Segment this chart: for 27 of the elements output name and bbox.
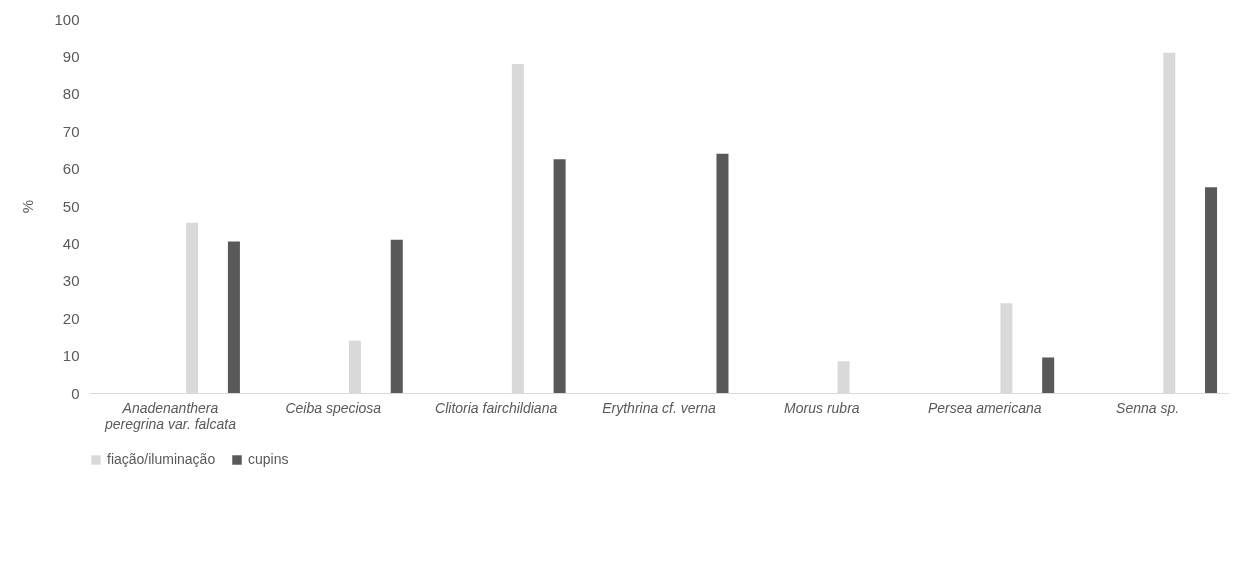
y-tick-label: 40: [62, 234, 80, 252]
y-tick-label: 50: [62, 197, 80, 215]
bar: [553, 159, 566, 393]
x-tick-label: Senna sp.: [1116, 399, 1180, 416]
y-tick-label: 90: [62, 47, 80, 65]
x-tick-label: Persea americana: [927, 399, 1042, 416]
y-tick-label: 70: [62, 122, 80, 140]
x-tick-label: Erythrina cf. verna: [602, 399, 717, 416]
legend-label: fiação/iluminação: [107, 451, 216, 467]
x-tick-label: Anadenanthera peregrina var. falcata: [103, 399, 237, 432]
bar: [390, 239, 403, 393]
y-tick-label: 80: [62, 85, 80, 103]
x-tick-label: Clitoria fairchildiana: [435, 399, 558, 416]
bar: [1042, 357, 1055, 393]
y-tick-label: 20: [62, 309, 80, 327]
y-axis-title: %: [19, 199, 37, 214]
y-tick-label: 0: [71, 384, 80, 402]
legend-label: cupins: [248, 451, 289, 467]
x-tick-label: Ceiba speciosa: [285, 399, 382, 416]
y-tick-label: 100: [54, 10, 80, 28]
y-tick-label: 30: [62, 272, 80, 290]
x-tick-label: Morus rubra: [784, 399, 860, 416]
bar: [227, 241, 240, 393]
y-tick-label: 60: [62, 160, 80, 178]
bar: [1205, 187, 1218, 393]
y-tick-label: 10: [62, 347, 80, 365]
bar: [716, 153, 729, 393]
